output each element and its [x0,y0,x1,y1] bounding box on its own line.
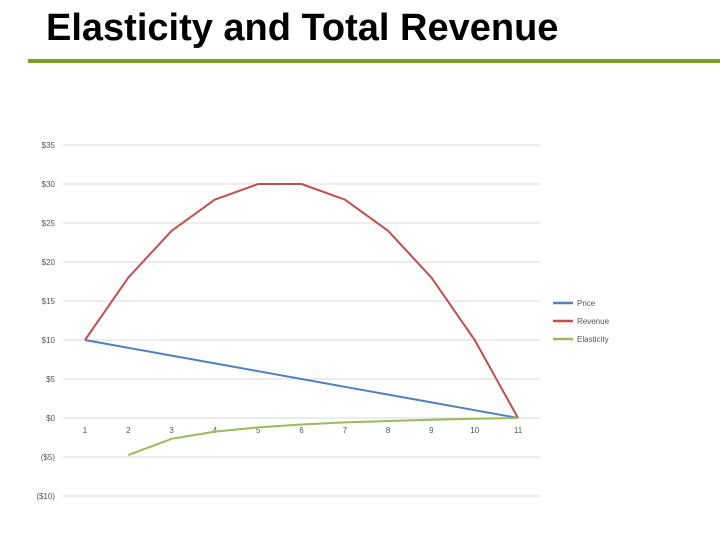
series-lines [84,183,519,457]
y-tick-label: $5 [46,375,55,384]
x-tick-label: 6 [299,426,304,435]
y-tick-label: $25 [42,219,56,228]
y-tick-label: ($10) [36,492,55,501]
x-tick-label: 5 [256,426,261,435]
x-tick-label: 2 [126,426,131,435]
x-axis-ticks: 1 2 3 4 5 6 7 8 9 10 11 [83,426,523,435]
gridlines [63,144,540,497]
x-tick-label: 8 [386,426,391,435]
y-tick-label: ($5) [41,453,56,462]
series-line-price [84,339,519,419]
x-tick-label: 7 [343,426,348,435]
legend: Price Revenue Elasticity [553,299,610,344]
x-tick-label: 1 [83,426,88,435]
x-tick-label: 3 [169,426,174,435]
y-tick-label: $10 [42,336,56,345]
series-line-elasticity [127,417,519,457]
x-tick-label: 10 [470,426,479,435]
y-axis-ticks: $35 $30 $25 $20 $15 $10 $5 $0 ($5) ($10) [36,141,55,501]
legend-label-revenue: Revenue [577,317,610,326]
title-divider [28,59,720,63]
y-tick-label: $35 [42,141,56,150]
y-tick-label: $0 [46,414,55,423]
y-tick-label: $30 [42,180,56,189]
legend-label-elasticity: Elasticity [577,335,609,344]
x-tick-label: 9 [429,426,434,435]
y-tick-label: $20 [42,258,56,267]
slide-title: Elasticity and Total Revenue [46,7,559,49]
legend-label-price: Price [577,299,596,308]
series-line-revenue [84,183,519,419]
x-tick-label: 11 [514,426,523,435]
y-tick-label: $15 [42,297,56,306]
x-tick-label: 4 [213,426,218,435]
